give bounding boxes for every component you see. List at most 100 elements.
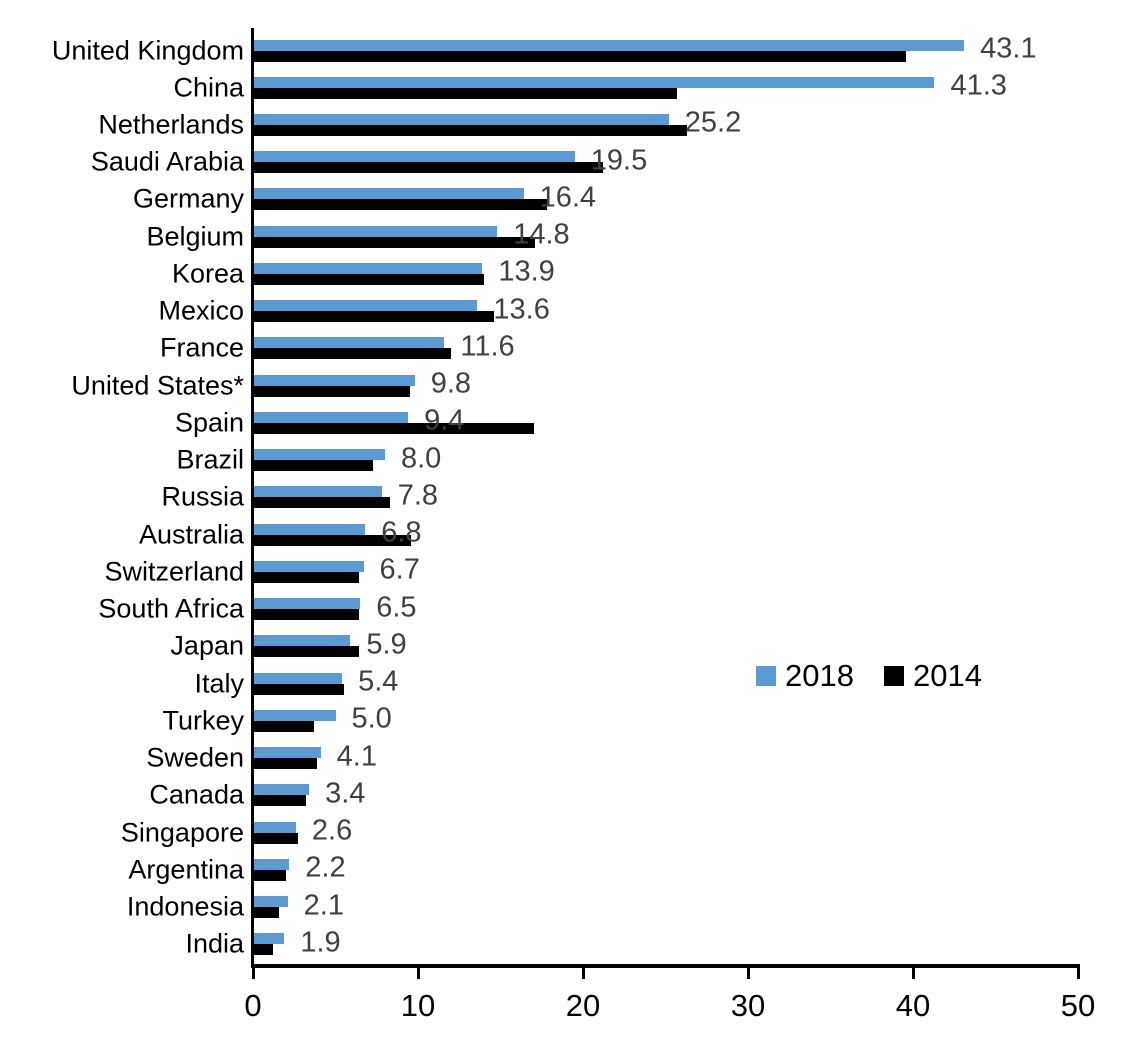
category-label: United States* xyxy=(71,370,244,401)
x-axis-tick-label: 10 xyxy=(400,988,436,1023)
bar-2018 xyxy=(253,635,351,647)
bar-2018 xyxy=(253,672,343,684)
bar-2014 xyxy=(253,609,359,621)
bar-2018 xyxy=(253,188,524,200)
bar-2018 xyxy=(253,374,415,386)
bar-2014 xyxy=(253,124,687,136)
value-label: 5.9 xyxy=(366,628,407,661)
bar-2014 xyxy=(253,199,547,211)
bar-2018 xyxy=(253,449,385,461)
value-label: 6.8 xyxy=(381,516,422,549)
bar-2018 xyxy=(253,113,669,125)
bar-2014 xyxy=(253,348,451,360)
bar-2014 xyxy=(253,236,536,248)
value-label: 6.5 xyxy=(376,591,417,624)
category-label: Mexico xyxy=(158,295,244,326)
value-label: 2.6 xyxy=(311,814,353,847)
category-label: China xyxy=(173,72,244,103)
category-label: Spain xyxy=(174,407,244,438)
value-label: 43.1 xyxy=(980,32,1037,65)
bar-2018 xyxy=(253,523,366,535)
value-label: 2.1 xyxy=(303,889,344,922)
legend-label-2018: 2018 xyxy=(785,658,854,693)
bar-2018 xyxy=(253,76,935,88)
category-label: Brazil xyxy=(176,444,244,475)
bar-2018 xyxy=(253,933,285,945)
value-label: 6.7 xyxy=(379,553,420,586)
value-label: 7.8 xyxy=(397,479,439,512)
x-axis-tick xyxy=(1077,968,1080,979)
x-axis-tick-label: 20 xyxy=(565,988,601,1023)
x-axis-tick-label: 50 xyxy=(1060,988,1096,1023)
bar-2014 xyxy=(253,720,315,732)
bar-2014 xyxy=(253,795,306,807)
category-label: Korea xyxy=(171,258,244,289)
bar-2018 xyxy=(253,784,310,796)
value-label: 16.4 xyxy=(539,181,597,214)
category-label: Saudi Arabia xyxy=(90,146,244,177)
bar-2014 xyxy=(253,50,907,62)
category-label: France xyxy=(159,332,244,363)
value-label: 1.9 xyxy=(300,926,341,959)
category-label: South Africa xyxy=(98,593,244,624)
bar-2018 xyxy=(253,262,483,274)
category-label: Sweden xyxy=(146,742,244,773)
bar-2018 xyxy=(253,151,575,163)
bar-2018 xyxy=(253,39,965,51)
bar-2018 xyxy=(253,337,445,349)
bar-2014 xyxy=(253,683,344,695)
value-label: 41.3 xyxy=(950,69,1007,102)
value-label: 2.2 xyxy=(305,851,346,884)
legend-item-2018: 2018 xyxy=(756,658,854,694)
bar-2014 xyxy=(253,534,412,546)
x-axis-tick xyxy=(747,968,750,979)
bar-2014 xyxy=(253,758,318,770)
category-label: Belgium xyxy=(146,221,244,252)
bar-2018 xyxy=(253,858,290,870)
value-label: 8.0 xyxy=(401,442,442,475)
x-axis-tick xyxy=(582,968,585,979)
category-label: Japan xyxy=(170,630,244,661)
category-label: Italy xyxy=(194,668,244,699)
bar-2014 xyxy=(253,646,359,658)
bar-2018 xyxy=(253,411,409,423)
value-label: 9.4 xyxy=(424,404,465,437)
x-axis-line xyxy=(251,964,1080,968)
bar-2014 xyxy=(253,832,298,844)
value-label: 3.4 xyxy=(325,777,366,810)
category-label: Argentina xyxy=(128,854,244,885)
y-axis-line xyxy=(251,28,254,968)
legend-swatch-2014 xyxy=(883,666,904,686)
category-label: United Kingdom xyxy=(51,35,244,65)
value-label: 5.4 xyxy=(358,665,399,698)
x-axis-tick-label: 0 xyxy=(244,988,262,1023)
bar-2014 xyxy=(253,273,484,285)
bar-2014 xyxy=(253,87,678,99)
bar-2014 xyxy=(253,162,603,174)
bar-2014 xyxy=(253,422,534,434)
x-axis-tick-label: 30 xyxy=(730,988,766,1023)
value-label: 19.5 xyxy=(590,144,648,177)
bar-2018 xyxy=(253,821,296,833)
category-label: Netherlands xyxy=(98,109,244,140)
bar-2018 xyxy=(253,896,288,908)
category-label: Russia xyxy=(161,481,244,512)
legend-label-2014: 2014 xyxy=(912,658,982,693)
category-label: Canada xyxy=(149,779,244,810)
x-axis-tick-label: 40 xyxy=(895,988,931,1023)
bar-2018 xyxy=(253,225,498,237)
bar-2014 xyxy=(253,460,374,472)
x-axis-tick xyxy=(252,968,255,979)
bar-2014 xyxy=(253,944,273,956)
category-label: Indonesia xyxy=(126,891,244,922)
bar-2014 xyxy=(253,869,286,881)
value-label: 14.8 xyxy=(513,218,570,251)
bar-2018 xyxy=(253,560,364,572)
bar-2018 xyxy=(253,747,321,759)
x-axis-tick xyxy=(417,968,420,979)
category-label: India xyxy=(185,928,244,959)
bar-2018 xyxy=(253,709,336,721)
category-label: Singapore xyxy=(120,817,244,848)
bar-2018 xyxy=(253,598,361,610)
